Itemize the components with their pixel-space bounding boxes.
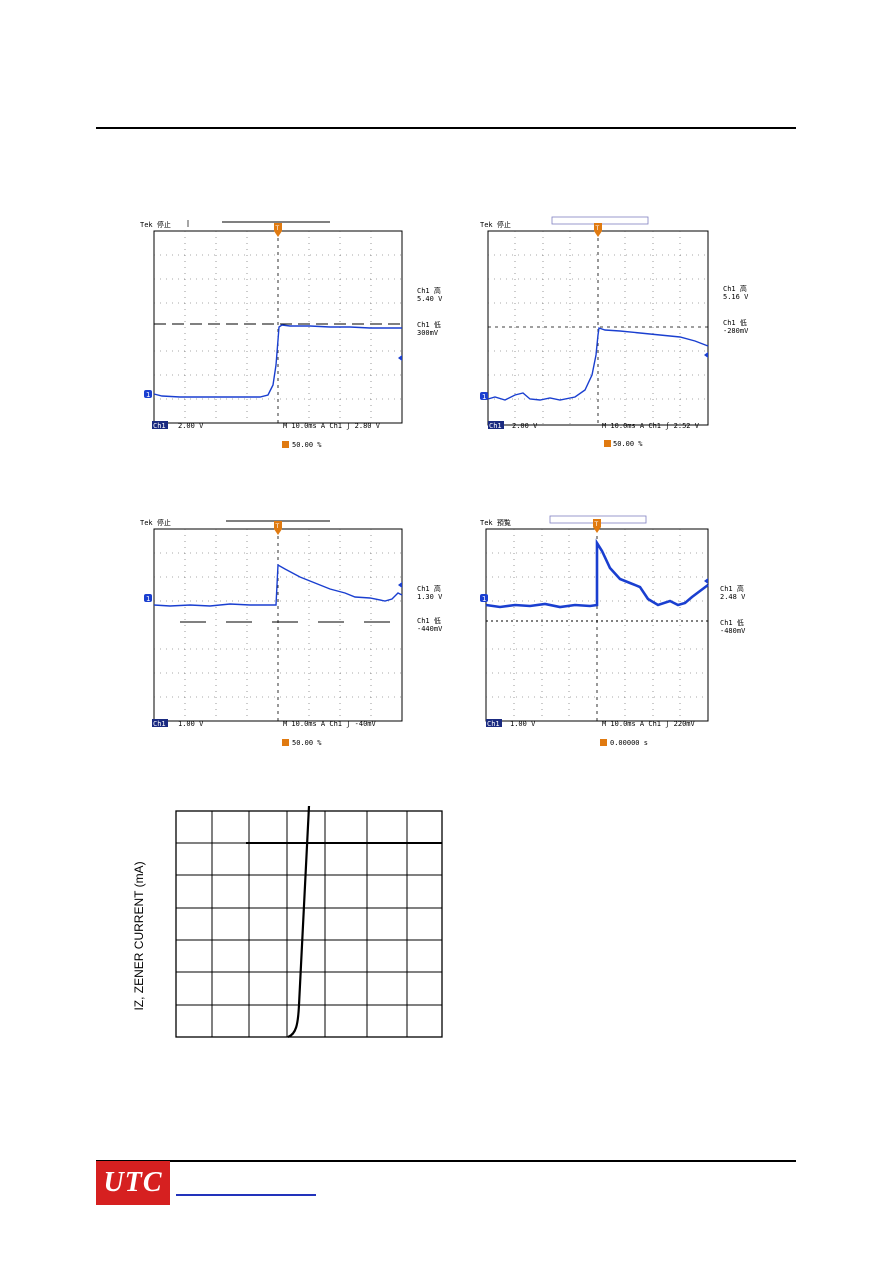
waveform-trace [485, 538, 709, 609]
scope-grid [488, 231, 708, 425]
scope-top-label: Tek 停止 [140, 220, 171, 229]
scope-volts-per-div: 2.00 V [512, 422, 538, 430]
svg-text:T: T [275, 225, 280, 232]
scope-grid [486, 529, 708, 721]
svg-text:1: 1 [482, 393, 486, 401]
ch1-high-label: Ch1 高 [417, 584, 441, 593]
ch1-high-label: Ch1 高 [417, 286, 441, 295]
zener-chart-grid [176, 811, 442, 1037]
ch1-low-value: 300mV [417, 329, 439, 337]
scope-timebase-trigger: M 10.0ms A Ch1 ʃ 2.80 V [283, 422, 381, 430]
waveform-trace [487, 327, 709, 401]
scope-trigger-position: 50.00 % [292, 739, 322, 747]
scope-timebase-trigger: M 10.0ms A Ch1 ʃ -40mV [283, 720, 377, 728]
scope-top-label: Tek 預覧 [480, 518, 511, 527]
svg-text:1: 1 [146, 595, 150, 603]
zener-iv-curve [287, 805, 311, 1039]
ch1-high-value: 5.40 V [417, 295, 443, 303]
scope-trigger-position: 50.00 % [292, 441, 322, 449]
scope-grid [154, 529, 402, 721]
ch1-high-value: 5.16 V [723, 293, 749, 301]
oscilloscope-capture-4: Tek 預覧 1 T Ch1 高 2.48 V Ch1 低 -480mV Ch1… [480, 513, 790, 753]
footer-rule [96, 1160, 796, 1162]
ch1-low-label: Ch1 低 [417, 616, 441, 625]
ch1-high-value: 1.30 V [417, 593, 443, 601]
oscilloscope-capture-2: Tek 停止 1 T Ch1 高 5.16 V Ch1 低 -280mV Ch1… [480, 215, 790, 455]
zener-chart-ylabel: IZ, ZENER CURRENT (mA) [132, 861, 146, 1010]
ch1-low-label: Ch1 低 [723, 318, 747, 327]
header-rule [96, 127, 796, 129]
scope-channel-badge: Ch1 [489, 422, 502, 430]
waveform-trace [153, 563, 403, 607]
svg-text:1: 1 [482, 595, 486, 603]
scope-timebase-trigger: M 10.0ms A Ch1 ʃ 220mV [602, 720, 696, 728]
scope-volts-per-div: 1.00 V [510, 720, 536, 728]
oscilloscope-capture-3: Tek 停止 1 T Ch1 高 1.30 V Ch1 低 -440mV Ch1… [140, 513, 450, 753]
ch1-high-value: 2.48 V [720, 593, 746, 601]
ch1-high-label: Ch1 高 [723, 284, 747, 293]
utc-logo: UTC [96, 1161, 170, 1205]
ch1-low-label: Ch1 低 [720, 618, 744, 627]
scope-trigger-position: 50.00 % [613, 440, 643, 448]
scope-timebase-trigger: M 10.0ms A Ch1 ʃ 2.52 V [602, 422, 700, 430]
ch1-low-value: -480mV [720, 627, 746, 635]
scope-channel-badge: Ch1 [487, 720, 500, 728]
svg-text:T: T [595, 225, 600, 232]
scope-volts-per-div: 1.00 V [178, 720, 204, 728]
svg-text:1: 1 [146, 391, 150, 399]
scope-trigger-position: 0.00000 s [610, 739, 648, 747]
scope-volts-per-div: 2.00 V [178, 422, 204, 430]
oscilloscope-capture-1: Tek 停止 1 T Ch1 高 5.40 V Ch1 低 300mV Ch1 … [140, 215, 450, 455]
scope-channel-badge: Ch1 [153, 422, 166, 430]
scope-channel-badge: Ch1 [153, 720, 166, 728]
ch1-low-label: Ch1 低 [417, 320, 441, 329]
website-link-underline[interactable] [176, 1194, 316, 1196]
scope-top-label: Tek 停止 [140, 518, 171, 527]
ch1-low-value: -440mV [417, 625, 443, 633]
waveform-trace [153, 324, 402, 398]
svg-text:T: T [594, 521, 599, 528]
svg-text:T: T [275, 523, 280, 530]
ch1-low-value: -280mV [723, 327, 749, 335]
scope-top-label: Tek 停止 [480, 220, 511, 229]
zener-current-chart: IZ, ZENER CURRENT (mA) [128, 800, 448, 1055]
ch1-high-label: Ch1 高 [720, 584, 744, 593]
